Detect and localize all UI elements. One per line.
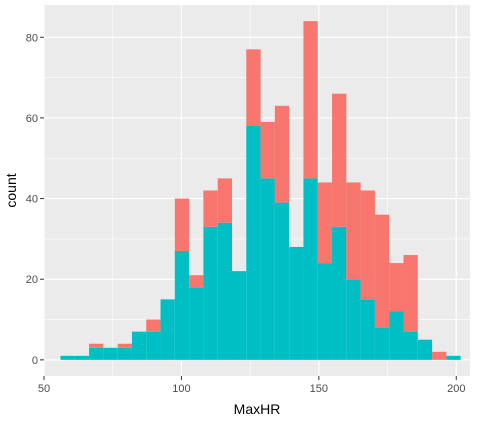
bar-segment-lower	[446, 355, 461, 360]
bar-segment-lower	[274, 202, 290, 360]
bar-segment-lower	[131, 331, 147, 360]
bar-segment-lower	[117, 347, 132, 360]
bar-segment-upper	[89, 343, 104, 348]
bar-segment-lower	[60, 355, 75, 360]
bar-segment-upper	[117, 343, 132, 348]
x-axis-title: MaxHR	[234, 401, 281, 417]
y-tick-label: 0	[32, 355, 38, 367]
bar-segment-upper	[389, 263, 404, 312]
bar-segment-lower	[403, 331, 418, 360]
x-axis: 50 100 150 200	[38, 376, 465, 395]
bar-segment-lower	[360, 299, 375, 360]
bar-segment-lower	[203, 226, 218, 360]
bar-segment-lower	[317, 263, 333, 360]
bar-segment-upper	[174, 198, 190, 251]
y-axis-title: count	[3, 173, 19, 207]
bar-segment-upper	[246, 49, 261, 126]
bar-segment-lower	[103, 347, 118, 360]
bar-segment-lower	[332, 226, 347, 360]
bar-segment-lower	[289, 246, 304, 360]
bar-segment-lower	[417, 339, 433, 360]
bar-segment-lower	[189, 287, 204, 360]
bar-segment-upper	[432, 351, 447, 360]
y-axis: 0 20 40 60 80	[26, 32, 44, 367]
x-tick-label: 100	[172, 383, 190, 395]
bar-segment-lower	[231, 271, 247, 360]
bar-segment-lower	[174, 250, 190, 360]
bar-segment-upper	[332, 93, 347, 227]
bar-segment-lower	[303, 178, 318, 360]
bar-segment-upper	[303, 21, 318, 179]
bar-segment-lower	[346, 279, 361, 360]
bar-segment-lower	[246, 125, 261, 360]
bar-segment-upper	[203, 190, 218, 227]
bar-segment-upper	[189, 275, 204, 288]
x-tick-label: 50	[38, 383, 50, 395]
bar-segment-lower	[389, 311, 404, 360]
bar-segment-upper	[374, 214, 390, 328]
bar-segment-upper	[146, 319, 161, 332]
bar-segment-lower	[74, 355, 90, 360]
x-tick-label: 150	[310, 383, 328, 395]
bar-segment-lower	[374, 327, 390, 360]
y-tick-label: 80	[26, 32, 38, 44]
bar-segment-upper	[346, 182, 361, 280]
bar-segment-upper	[260, 121, 275, 179]
bar-segment-upper	[274, 105, 290, 203]
bar-segment-lower	[89, 347, 104, 360]
bar-segment-upper	[360, 190, 375, 300]
bar-segment-lower	[146, 331, 161, 360]
y-tick-label: 40	[26, 194, 38, 206]
bar-segment-lower	[160, 299, 175, 360]
bar-segment-upper	[317, 182, 333, 264]
y-tick-label: 20	[26, 274, 38, 286]
bars	[60, 21, 461, 360]
bar-segment-upper	[403, 255, 418, 332]
x-tick-label: 200	[447, 383, 465, 395]
y-tick-label: 60	[26, 113, 38, 125]
bar-segment-lower	[217, 222, 232, 360]
bar-segment-lower	[260, 178, 275, 360]
bar-segment-upper	[217, 178, 232, 223]
